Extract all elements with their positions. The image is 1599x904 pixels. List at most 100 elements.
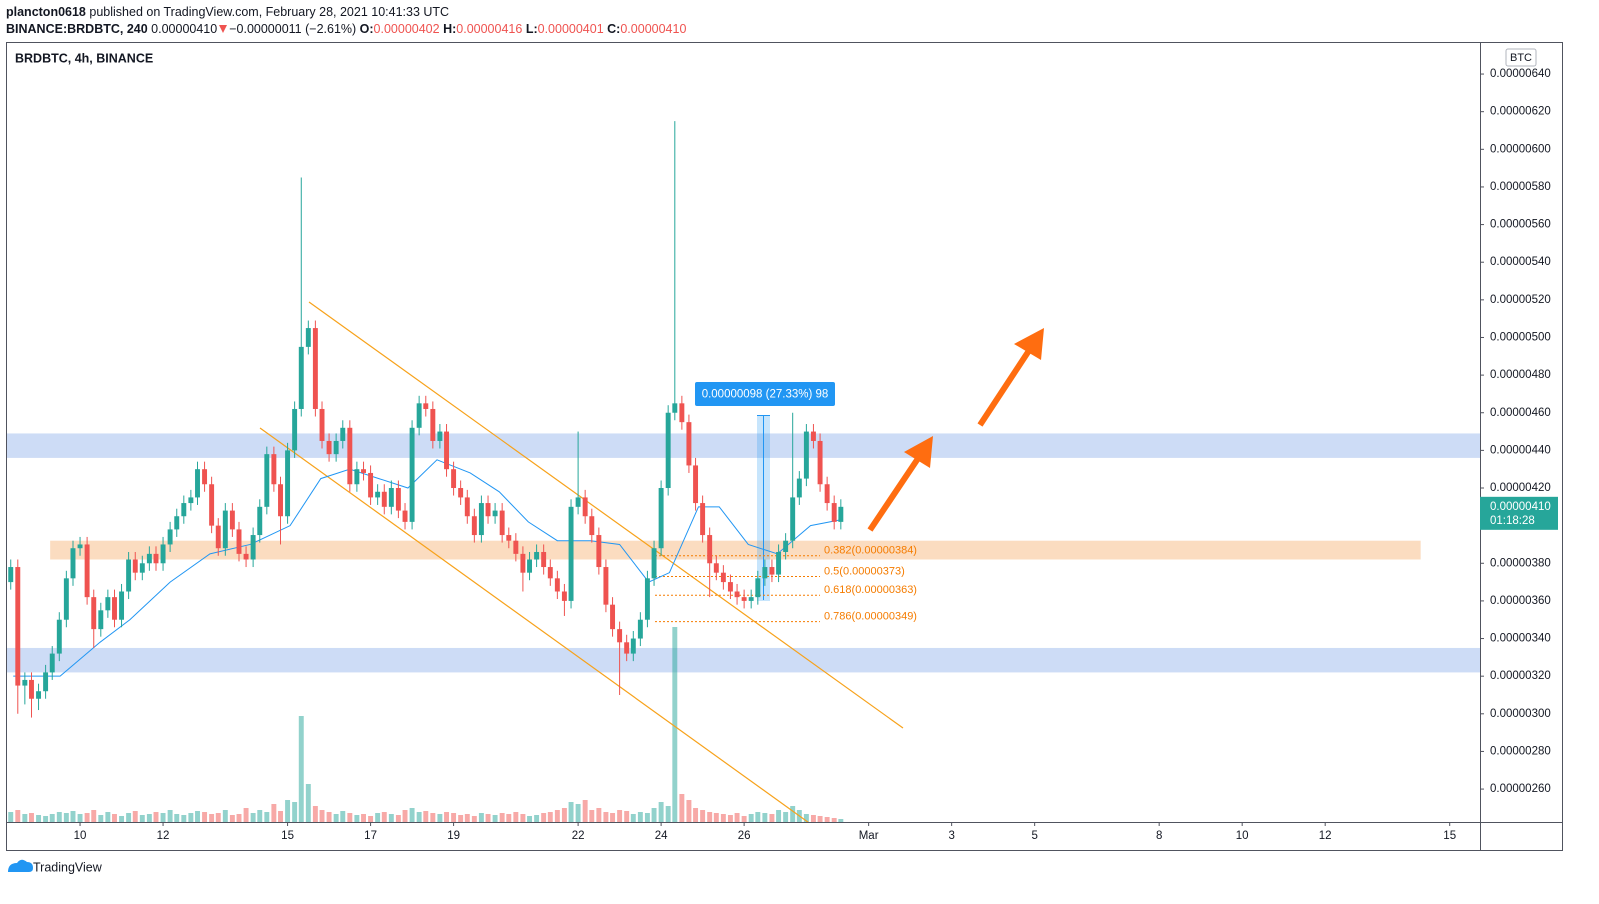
arrow-head bbox=[1014, 328, 1044, 360]
y-tick-label: 0.00000300 bbox=[1490, 708, 1551, 720]
publisher: plancton0618 bbox=[6, 5, 86, 19]
volume-bar bbox=[160, 813, 166, 822]
volume-bar bbox=[803, 814, 809, 822]
currency: BTC bbox=[1510, 52, 1532, 64]
candle-body bbox=[686, 422, 692, 466]
y-tick-label: 0.00000580 bbox=[1490, 181, 1551, 193]
candle-body bbox=[91, 597, 97, 630]
candle-body bbox=[132, 559, 138, 573]
volume-bar bbox=[8, 812, 14, 822]
candle-body bbox=[485, 503, 491, 517]
candle-body bbox=[333, 440, 339, 455]
volume-bar bbox=[485, 814, 491, 822]
volume-bar bbox=[451, 813, 457, 822]
measure-label-bg bbox=[695, 382, 835, 406]
volume-bar bbox=[43, 816, 49, 822]
channel-lower bbox=[259, 427, 809, 822]
volume-bar bbox=[409, 808, 415, 822]
ema-line bbox=[13, 459, 840, 677]
candle-body bbox=[672, 403, 678, 413]
volume-bar bbox=[444, 812, 450, 822]
volume-bar bbox=[838, 819, 844, 822]
volume-bar bbox=[305, 784, 311, 822]
candle-body bbox=[783, 540, 789, 552]
candle-body bbox=[713, 563, 719, 573]
candle-body bbox=[15, 567, 21, 686]
down-icon bbox=[219, 25, 228, 33]
candle-body bbox=[541, 551, 547, 568]
volume-bar bbox=[70, 811, 76, 822]
chart-border bbox=[6, 42, 1563, 851]
candle-body bbox=[264, 454, 270, 507]
volume-bar bbox=[347, 813, 353, 822]
volume-bar bbox=[617, 810, 623, 822]
volume-bar bbox=[720, 814, 726, 822]
candle-body bbox=[236, 529, 242, 554]
measure-label: 0.00000098 (27.33%) 98 bbox=[702, 389, 829, 401]
volume-bar bbox=[229, 815, 235, 822]
candle-body bbox=[748, 597, 754, 601]
candle-body bbox=[534, 551, 540, 560]
price: 0.00000410 bbox=[151, 22, 218, 36]
candle-body bbox=[561, 591, 567, 601]
volume-bar bbox=[624, 811, 630, 822]
x-tick-label: 10 bbox=[1236, 830, 1249, 842]
symbol: BINANCE:BRDBTC, 240 bbox=[6, 22, 148, 36]
volume-bar bbox=[285, 800, 291, 822]
x-tick-label: 5 bbox=[1031, 830, 1037, 842]
volume-bar bbox=[202, 812, 208, 822]
candle-body bbox=[630, 638, 636, 654]
volume-bar bbox=[368, 816, 374, 822]
volume-bar bbox=[236, 814, 242, 822]
volume-bar bbox=[354, 815, 360, 822]
volume-bar bbox=[119, 816, 125, 822]
volume-bar bbox=[49, 814, 55, 822]
volume-bar bbox=[831, 818, 837, 822]
change: −0.00000011 (−2.61%) bbox=[229, 22, 357, 36]
candle-body bbox=[458, 488, 464, 498]
volume-bar bbox=[582, 800, 588, 822]
volume-bar bbox=[762, 813, 768, 822]
volume-bar bbox=[77, 814, 83, 822]
x-tick-label: 3 bbox=[948, 830, 954, 842]
candle-body bbox=[146, 553, 152, 564]
x-tick-label: 24 bbox=[655, 830, 668, 842]
ohlc-value: 0.00000401 bbox=[537, 22, 604, 36]
volume-bar bbox=[658, 802, 664, 822]
candle-body bbox=[471, 516, 477, 536]
candle-body bbox=[693, 465, 699, 504]
volume-bar bbox=[492, 815, 498, 822]
candle-body bbox=[119, 591, 125, 620]
currency-badge bbox=[1505, 48, 1537, 67]
candle-body bbox=[734, 591, 740, 598]
volume-bar bbox=[326, 812, 332, 822]
volume-bar bbox=[644, 813, 650, 822]
candles bbox=[8, 121, 844, 718]
volume-bar bbox=[471, 816, 477, 822]
candle-body bbox=[98, 610, 104, 630]
volume-bar bbox=[464, 814, 470, 822]
candle-body bbox=[319, 408, 325, 441]
candle-body bbox=[596, 535, 602, 568]
candle-body bbox=[84, 544, 90, 598]
candle-body bbox=[160, 544, 166, 564]
ohlc-value: 0.00000416 bbox=[456, 22, 523, 36]
volume-bar bbox=[98, 815, 104, 822]
candle-body bbox=[651, 548, 657, 579]
candle-body bbox=[229, 510, 235, 530]
volume-bar bbox=[727, 815, 733, 822]
candle-body bbox=[658, 488, 664, 549]
volume-bar bbox=[257, 810, 263, 822]
ohlc-key: H: bbox=[443, 22, 457, 36]
candle-body bbox=[139, 563, 145, 573]
arrow-shaft bbox=[867, 452, 924, 532]
candle-body bbox=[278, 484, 283, 517]
ohlc-value: 0.00000402 bbox=[373, 22, 440, 36]
volume-bar bbox=[769, 814, 775, 822]
candle-body bbox=[77, 544, 83, 549]
x-tick-label: 15 bbox=[281, 830, 294, 842]
volume-bar bbox=[105, 812, 111, 822]
volume-bar bbox=[298, 716, 304, 822]
volume-bar bbox=[672, 627, 678, 822]
